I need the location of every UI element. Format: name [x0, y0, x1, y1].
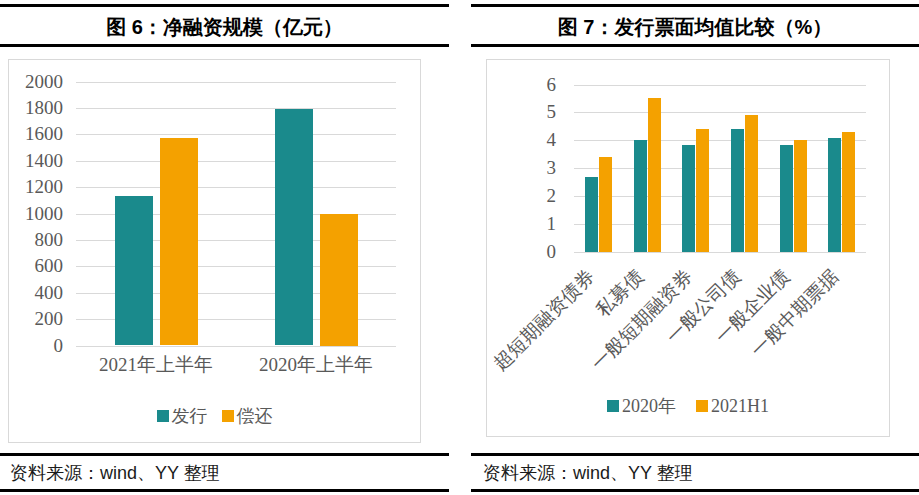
- bar-2021H1: [794, 140, 807, 252]
- gridline: [574, 252, 866, 253]
- legend-label: 偿还: [237, 404, 273, 429]
- bar-2020年: [585, 177, 598, 252]
- y-tick-label: 0: [9, 335, 63, 357]
- legend-item: 发行: [157, 404, 208, 429]
- x-category-label: 2020年上半年: [236, 352, 396, 378]
- x-category-label: 超短期融资债券: [490, 266, 598, 374]
- figure-7-title: 图 7：发行票面均值比较（%）: [471, 14, 919, 41]
- legend-item: 偿还: [222, 404, 273, 429]
- y-tick-label: 1: [487, 213, 556, 235]
- bar-2020年: [682, 145, 695, 252]
- y-tick-label: 1400: [9, 150, 63, 172]
- figure-7-source: 资料来源：wind、YY 整理: [483, 461, 693, 485]
- gridline: [574, 140, 866, 141]
- gridline: [574, 224, 866, 225]
- legend-label: 发行: [172, 404, 208, 429]
- legend-swatch: [607, 400, 619, 412]
- bar-2020年: [828, 138, 841, 252]
- figure-6-chart: 0 200 400 600 800 1000 1200 1400 1600 1800 2000 202…: [8, 59, 421, 443]
- gridline: [76, 161, 396, 162]
- bar-2020年: [634, 140, 647, 252]
- gridline: [574, 112, 866, 113]
- gridline: [574, 168, 866, 169]
- bar-2021H1: [599, 157, 612, 252]
- divider-above-source: [0, 453, 449, 456]
- divider-top: [471, 4, 919, 7]
- figure-6-title: 图 6：净融资规模（亿元）: [0, 14, 449, 41]
- gridline: [76, 108, 396, 109]
- legend-swatch: [696, 400, 708, 412]
- y-tick-label: 1800: [9, 97, 63, 119]
- legend-swatch: [222, 410, 234, 422]
- divider-bottom: [0, 489, 449, 492]
- bar-2021H1: [842, 132, 855, 252]
- y-tick-label: 1000: [9, 203, 63, 225]
- legend-swatch: [157, 410, 169, 422]
- legend-label: 2020年: [622, 394, 676, 419]
- y-tick-label: 600: [9, 255, 63, 277]
- y-tick-label: 4: [487, 129, 556, 151]
- y-tick-label: 200: [9, 308, 63, 330]
- y-tick-label: 400: [9, 282, 63, 304]
- divider-bottom: [471, 489, 919, 492]
- bar-2021H1: [648, 98, 661, 252]
- figure-7-panel: 图 7：发行票面均值比较（%） 0123456超短期融资债券私募债一般短期融资券…: [471, 0, 919, 495]
- bar-2020年: [780, 145, 793, 252]
- divider-under-title: [0, 44, 449, 47]
- bar-2021H1: [696, 129, 709, 252]
- bar-偿还: [160, 138, 198, 345]
- bar-发行: [115, 196, 153, 345]
- chart-legend: 发行 偿还: [9, 404, 420, 429]
- figure-7-chart: 0123456超短期融资债券私募债一般短期融资券一般公司债一般企业债一般中期票据…: [486, 59, 890, 437]
- bar-发行: [275, 109, 313, 345]
- y-tick-label: 5: [487, 101, 556, 123]
- divider-above-source: [471, 453, 919, 456]
- gridline: [76, 82, 396, 83]
- divider-under-title: [471, 44, 919, 47]
- figure-6-panel: 图 6：净融资规模（亿元） 0 200 400 600 800 1000 1200 1400 1…: [0, 0, 449, 495]
- gridline: [76, 187, 396, 188]
- y-tick-label: 3: [487, 157, 556, 179]
- divider-top: [0, 4, 449, 7]
- x-category-label: 2021年上半年: [76, 352, 236, 378]
- y-tick-label: 2: [487, 185, 556, 207]
- gridline: [76, 346, 396, 347]
- legend-item: 2021H1: [696, 394, 769, 419]
- gridline: [76, 134, 396, 135]
- bar-2021H1: [745, 115, 758, 252]
- legend-label: 2021H1: [711, 394, 769, 419]
- y-tick-label: 2000: [9, 71, 63, 93]
- bar-2020年: [731, 129, 744, 252]
- figure-6-source: 资料来源：wind、YY 整理: [10, 461, 220, 485]
- chart-legend: 2020年 2021H1: [487, 394, 889, 419]
- x-category-label: 一般中期票据: [747, 266, 842, 361]
- y-tick-label: 0: [487, 241, 556, 263]
- bar-偿还: [320, 214, 358, 346]
- gridline: [574, 196, 866, 197]
- y-tick-label: 800: [9, 229, 63, 251]
- y-tick-label: 1600: [9, 123, 63, 145]
- report-figures: 图 6：净融资规模（亿元） 0 200 400 600 800 1000 1200 1400 1…: [0, 0, 919, 495]
- y-tick-label: 1200: [9, 176, 63, 198]
- y-tick-label: 6: [487, 74, 556, 96]
- gridline: [574, 85, 866, 86]
- legend-item: 2020年: [607, 394, 676, 419]
